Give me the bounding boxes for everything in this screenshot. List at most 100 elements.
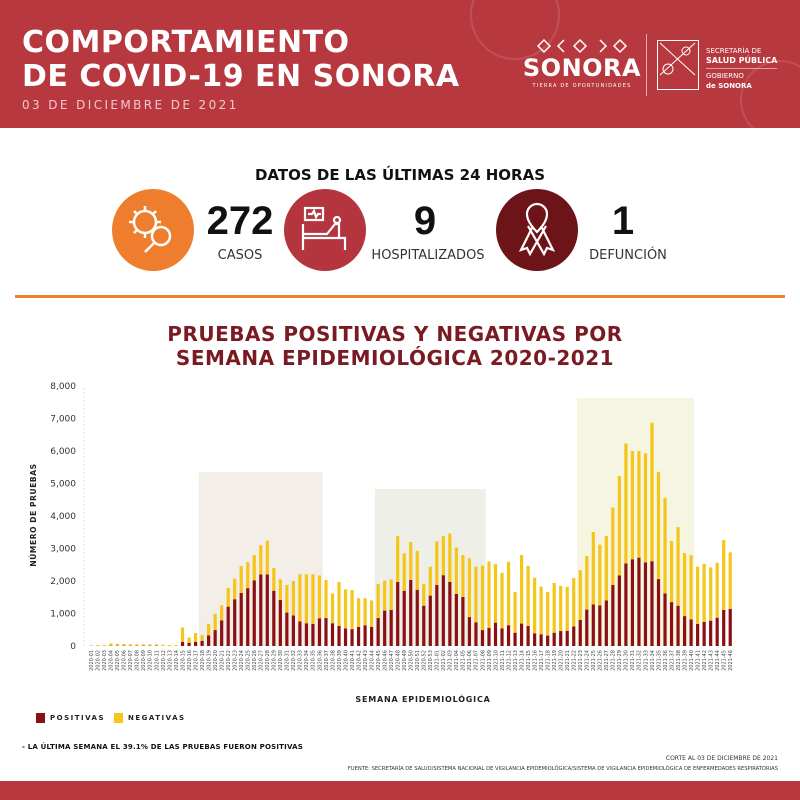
x-tick-label: 2021-40 [689, 650, 695, 671]
bar-positivas-2020-45 [376, 618, 380, 646]
bar-positivas-2021-22 [572, 626, 576, 646]
bar-positivas-2020-39 [337, 625, 341, 646]
bar-negativas-2021-17 [539, 586, 543, 635]
bar-positivas-2020-48 [396, 581, 400, 646]
x-tick-label: 2020-47 [389, 650, 395, 671]
x-tick-label: 2020-05 [115, 650, 121, 671]
bar-negativas-2020-16 [187, 637, 191, 643]
x-tick-label: 2021-25 [591, 650, 597, 671]
bar-negativas-2020-46 [383, 580, 387, 611]
x-tick-label: 2021-02 [441, 650, 447, 671]
bar-negativas-2021-46 [728, 552, 732, 609]
bar-negativas-2021-42 [702, 563, 706, 622]
bar-negativas-2021-19 [552, 582, 556, 633]
bar-positivas-2020-41 [350, 629, 354, 646]
bar-negativas-2020-50 [409, 542, 413, 581]
bar-negativas-2021-05 [461, 555, 465, 597]
y-tick-label: 1,000 [50, 610, 76, 620]
bar-positivas-2021-29 [617, 575, 621, 646]
x-tick-label: 2020-01 [89, 650, 95, 671]
x-tick-label: 2020-32 [291, 650, 297, 671]
bar-positivas-2020-17 [193, 641, 198, 646]
x-tick-label: 2020-48 [396, 650, 402, 671]
sonora-logo: SONORA TIERRA DE OPORTUNIDADES [522, 36, 642, 100]
x-tick-label: 2020-50 [409, 650, 415, 671]
stacked-bar-chart: 0 1,000 2,000 3,000 4,000 5,000 6,000 7,000 8,00… [29, 382, 734, 671]
bar-positivas-2021-20 [559, 631, 563, 646]
bar-negativas-2021-18 [546, 592, 550, 636]
report-date: 03 DE DICIEMBRE DE 2021 [22, 98, 239, 112]
bar-positivas-2020-19 [207, 635, 211, 646]
bar-positivas-2021-30 [624, 563, 628, 646]
x-tick-label: 2021-36 [663, 650, 669, 671]
bar-negativas-2020-51 [415, 550, 419, 590]
footer-bar [0, 781, 800, 800]
legend-label-negativas: NEGATIVAS [128, 714, 186, 722]
highlight-period-3 [577, 398, 695, 646]
bar-negativas-2020-36 [317, 575, 322, 619]
bar-negativas-2020-42 [356, 598, 361, 627]
bar-positivas-2020-40 [343, 628, 348, 646]
positivity-note: - LA ÚLTIMA SEMANA EL 39.1% DE LAS PRUEB… [22, 743, 303, 751]
bar-positivas-2020-16 [187, 642, 191, 646]
x-tick-label: 2020-35 [311, 650, 317, 671]
bar-positivas-2021-16 [533, 633, 537, 646]
bar-negativas-2021-33 [643, 453, 648, 563]
bar-negativas-2020-37 [324, 580, 328, 619]
bar-positivas-2021-10 [493, 622, 498, 646]
bar-negativas-2020-28 [265, 540, 269, 575]
bar-negativas-2021-24 [585, 555, 589, 610]
x-tick-label: 2020-49 [402, 650, 408, 671]
bar-negativas-2021-14 [519, 555, 524, 624]
deaths-label: DEFUNCIÓN [589, 248, 667, 263]
bar-negativas-2020-26 [252, 555, 256, 581]
bar-positivas-2020-43 [363, 625, 367, 646]
bar-positivas-2021-39 [682, 616, 687, 646]
chart-title-line2: SEMANA EPIDEMIOLÓGICA 2020-2021 [175, 346, 615, 370]
sonora-logo-text: SONORA [522, 54, 642, 82]
bar-negativas-2020-23 [233, 578, 237, 600]
bar-positivas-2020-50 [409, 580, 413, 646]
bar-positivas-2020-22 [226, 606, 230, 646]
bar-negativas-2021-13 [513, 592, 517, 633]
bar-negativas-2020-03 [102, 645, 106, 646]
x-tick-label: 2020-33 [298, 650, 304, 671]
x-tick-label: 2020-28 [265, 650, 271, 671]
bar-negativas-2020-14 [174, 645, 178, 646]
bar-negativas-2021-27 [604, 535, 608, 601]
bar-positivas-2021-11 [500, 628, 504, 646]
bar-positivas-2021-17 [539, 634, 543, 646]
bar-negativas-2020-06 [122, 644, 126, 646]
bar-positivas-2021-33 [643, 562, 648, 646]
bar-negativas-2020-18 [200, 635, 204, 641]
x-tick-label: 2020-34 [304, 650, 310, 671]
x-tick-label: 2021-38 [676, 650, 682, 671]
bar-negativas-2021-22 [572, 578, 576, 627]
bar-negativas-2021-29 [617, 476, 621, 576]
page-title-line1: COMPORTAMIENTO [22, 25, 350, 60]
x-tick-label: 2020-20 [213, 650, 219, 671]
bar-positivas-2021-06 [467, 617, 472, 646]
bar-positivas-2021-23 [578, 620, 582, 646]
bar-negativas-2020-38 [330, 593, 335, 624]
bar-positivas-2020-35 [311, 623, 315, 646]
hospital-bed-icon [301, 206, 347, 250]
x-tick-label: 2021-35 [656, 650, 662, 671]
bar-positivas-2021-45 [722, 609, 726, 646]
sonora-logo-tagline: TIERRA DE OPORTUNIDADES [532, 83, 632, 89]
y-tick-label: 8,000 [50, 382, 76, 392]
virus-decoration [740, 60, 800, 128]
bar-negativas-2021-01 [435, 541, 439, 585]
x-tick-label: 2021-12 [506, 650, 512, 671]
x-tick-label: 2020-11 [154, 650, 160, 671]
bar-negativas-2020-33 [298, 574, 302, 622]
bar-negativas-2020-24 [239, 566, 243, 594]
bar-positivas-2020-49 [402, 590, 406, 646]
x-tick-label: 2021-04 [454, 650, 460, 671]
bar-negativas-2021-34 [650, 422, 654, 562]
bar-negativas-2021-09 [487, 561, 491, 628]
bar-negativas-2020-04 [109, 643, 113, 646]
bar-positivas-2021-26 [598, 605, 602, 646]
bar-negativas-2020-17 [193, 633, 198, 642]
x-tick-label: 2020-09 [141, 650, 147, 671]
